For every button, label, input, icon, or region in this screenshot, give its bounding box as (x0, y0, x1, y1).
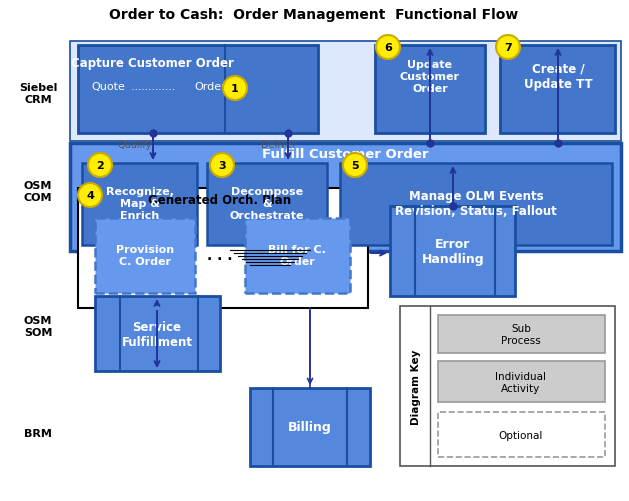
Text: Decompose
&
Orchestrate: Decompose & Orchestrate (230, 187, 304, 220)
Bar (250, 388, 370, 466)
Text: Recognize,
Map &
Enrich: Recognize, Map & Enrich (106, 187, 174, 220)
Text: .............: ............. (128, 82, 175, 92)
Bar (340, 164, 612, 245)
Text: Generated Orch. Plan: Generated Orch. Plan (148, 193, 292, 206)
Bar (70, 42, 621, 142)
Text: 7: 7 (504, 43, 512, 53)
Text: 4: 4 (86, 190, 94, 200)
Bar (375, 46, 485, 134)
Circle shape (343, 154, 367, 178)
Text: Capture Customer Order: Capture Customer Order (70, 58, 233, 70)
Text: Diagram Key: Diagram Key (411, 349, 421, 424)
Circle shape (210, 154, 234, 178)
Text: Deliver: Deliver (260, 140, 296, 150)
Text: . . .: . . . (207, 248, 233, 263)
Text: 5: 5 (351, 161, 359, 171)
Bar (390, 206, 515, 297)
Bar (82, 164, 197, 245)
Text: OSM
COM: OSM COM (24, 181, 52, 202)
Circle shape (78, 184, 102, 207)
Bar (207, 164, 327, 245)
Bar (438, 412, 605, 457)
Circle shape (376, 36, 400, 60)
Text: Siebel
CRM: Siebel CRM (19, 83, 57, 105)
Bar (500, 46, 615, 134)
Text: Order: Order (194, 82, 226, 92)
Text: Optional: Optional (499, 430, 543, 440)
Bar (245, 218, 350, 294)
Text: Billing: Billing (288, 421, 332, 434)
Text: Update
Customer
Order: Update Customer Order (400, 60, 460, 93)
Text: Sub
Process: Sub Process (501, 324, 541, 345)
Bar (400, 307, 615, 466)
Text: Order to Cash:  Order Management  Functional Flow: Order to Cash: Order Management Function… (109, 8, 519, 22)
Text: 2: 2 (96, 161, 104, 171)
Bar (78, 46, 318, 134)
Text: Provision
C. Order: Provision C. Order (116, 244, 174, 266)
Circle shape (223, 77, 247, 101)
Text: Service
Fulfillment: Service Fulfillment (121, 320, 192, 348)
Circle shape (496, 36, 520, 60)
Text: Fulfill Customer Order: Fulfill Customer Order (262, 147, 428, 160)
Bar (95, 297, 220, 371)
Text: BRM: BRM (24, 428, 52, 438)
Text: 1: 1 (231, 84, 239, 94)
Circle shape (88, 154, 112, 178)
Text: Individual
Activity: Individual Activity (496, 371, 547, 393)
Text: Manage OLM Events
Revision, Status, Fallout: Manage OLM Events Revision, Status, Fall… (395, 189, 557, 217)
Bar (70, 144, 621, 252)
Text: Error
Handling: Error Handling (421, 237, 484, 266)
Text: Quote: Quote (91, 82, 125, 92)
Text: 6: 6 (384, 43, 392, 53)
Bar (438, 361, 605, 402)
Bar (438, 315, 605, 353)
Bar (78, 188, 368, 309)
Bar (95, 218, 195, 294)
Text: OSM
SOM: OSM SOM (24, 316, 52, 337)
Text: Create /
Update TT: Create / Update TT (524, 63, 593, 91)
Text: Bill for C.
Order: Bill for C. Order (268, 244, 326, 266)
Text: Qualify: Qualify (118, 140, 152, 150)
Text: 3: 3 (218, 161, 226, 171)
